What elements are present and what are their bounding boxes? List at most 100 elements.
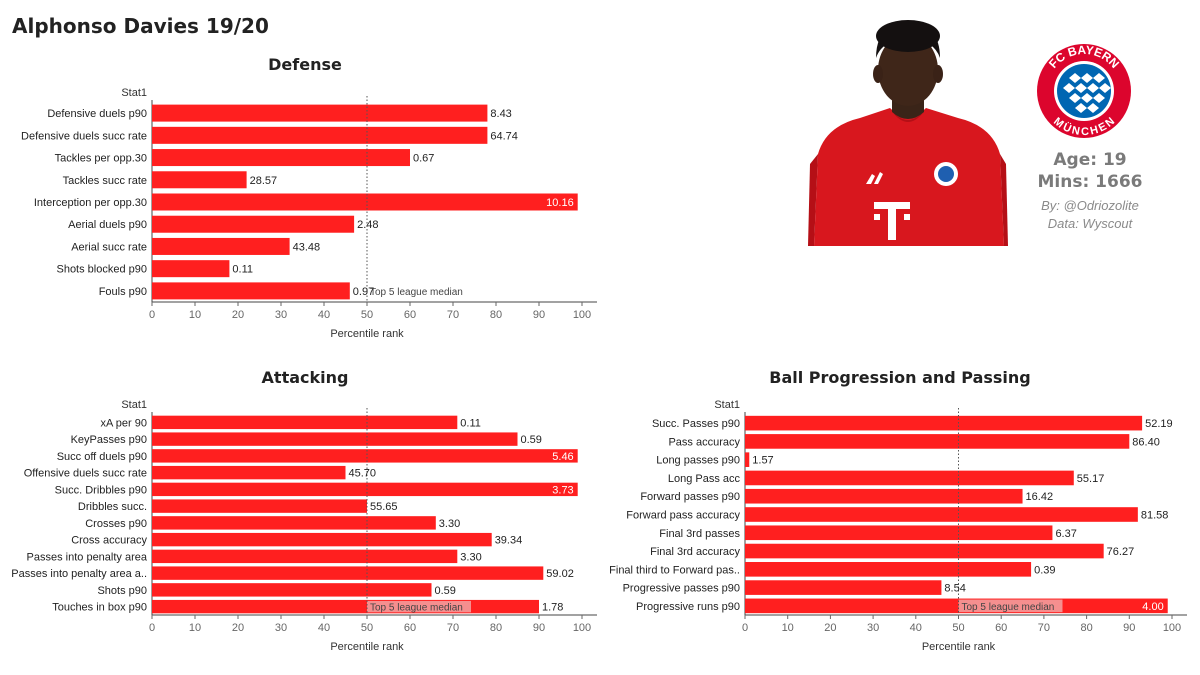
bar bbox=[152, 260, 230, 278]
bar bbox=[152, 599, 539, 614]
x-tick-label: 60 bbox=[404, 309, 416, 321]
data-label: 43.48 bbox=[293, 241, 321, 253]
x-tick-label: 10 bbox=[189, 309, 201, 321]
category-label: xA per 90 bbox=[101, 417, 147, 429]
bavaria-diamonds bbox=[1063, 73, 1111, 113]
data-label: 0.97 bbox=[353, 286, 374, 298]
category-label: Forward pass accuracy bbox=[626, 510, 740, 522]
age-label: Age: 19 bbox=[1053, 150, 1127, 170]
bar bbox=[152, 237, 290, 255]
x-tick-label: 10 bbox=[782, 622, 794, 634]
category-label: Cross accuracy bbox=[71, 535, 147, 547]
x-axis-label: Percentile rank bbox=[922, 641, 996, 653]
bar bbox=[152, 149, 410, 167]
data-label: 81.58 bbox=[1141, 510, 1169, 522]
bar bbox=[745, 452, 750, 467]
category-label: Succ. Passes p90 bbox=[652, 418, 740, 430]
bar bbox=[152, 282, 350, 300]
x-tick-label: 90 bbox=[533, 622, 545, 634]
x-tick-label: 50 bbox=[361, 309, 373, 321]
data-label: 55.65 bbox=[370, 501, 398, 513]
category-label: Tackles succ rate bbox=[63, 175, 147, 187]
category-label: Succ off duels p90 bbox=[57, 451, 147, 463]
x-tick-label: 30 bbox=[275, 622, 287, 634]
x-tick-label: 90 bbox=[1123, 622, 1135, 634]
data-label: 16.42 bbox=[1026, 491, 1054, 503]
category-label: Touches in box p90 bbox=[52, 602, 147, 614]
x-tick-label: 20 bbox=[232, 622, 244, 634]
bar bbox=[152, 104, 488, 122]
bar bbox=[745, 507, 1138, 522]
ball-progression-panel: Ball Progression and Passing Stat1 0 10 20 3… bbox=[600, 368, 1200, 668]
bar bbox=[152, 549, 458, 564]
category-label: KeyPasses p90 bbox=[71, 434, 147, 446]
median-label: Top 5 league median bbox=[370, 603, 463, 614]
x-axis-label: Percentile rank bbox=[330, 328, 404, 340]
bar bbox=[745, 543, 1104, 559]
x-tick-label: 80 bbox=[1080, 622, 1092, 634]
data-label: 76.27 bbox=[1107, 546, 1135, 558]
bar bbox=[152, 482, 578, 497]
defense-panel: Defense Stat1 0 10 20 30 40 50 60 70 80 90 100 Perce… bbox=[0, 55, 610, 355]
category-label: Dribbles succ. bbox=[78, 501, 147, 513]
data-label: 5.46 bbox=[552, 451, 573, 463]
bar bbox=[152, 465, 346, 480]
ball-progression-title: Ball Progression and Passing bbox=[769, 368, 1031, 387]
data-label: 52.19 bbox=[1145, 418, 1173, 430]
x-tick-label: 80 bbox=[490, 622, 502, 634]
category-label: Long passes p90 bbox=[656, 455, 740, 467]
category-label: Aerial duels p90 bbox=[68, 219, 147, 231]
data-label: 3.73 bbox=[552, 484, 573, 496]
data-label: 0.11 bbox=[460, 417, 481, 429]
x-tick-label: 70 bbox=[447, 309, 459, 321]
x-tick-label: 0 bbox=[149, 309, 155, 321]
data-label: 1.57 bbox=[752, 455, 773, 467]
data-label: 45.70 bbox=[349, 468, 377, 480]
x-tick-label: 100 bbox=[573, 622, 591, 634]
category-label: Pass accuracy bbox=[668, 436, 740, 448]
data-label: 55.17 bbox=[1077, 473, 1105, 485]
category-label: Shots blocked p90 bbox=[56, 264, 147, 276]
bar bbox=[745, 415, 1143, 431]
attacking-panel: Attacking Stat1 0 10 20 30 40 50 60 70 80 90 100 Per… bbox=[0, 368, 610, 668]
bar bbox=[152, 583, 432, 597]
category-label: Forward passes p90 bbox=[640, 491, 740, 503]
category-label: Crosses p90 bbox=[85, 518, 147, 530]
attacking-chart: Stat1 0 10 20 30 40 50 60 70 80 90 100 Percentile ra… bbox=[11, 399, 597, 653]
data-label: 3.30 bbox=[460, 551, 481, 563]
category-label: Offensive duels succ rate bbox=[24, 468, 147, 480]
median-label: Top 5 league median bbox=[370, 287, 463, 298]
bar bbox=[152, 126, 488, 144]
bar bbox=[152, 432, 518, 446]
bar bbox=[745, 470, 1074, 486]
club-logo: FC BAYERN MÜNCHEN bbox=[1033, 40, 1135, 142]
byline: By: @Odriozolite bbox=[1041, 198, 1139, 213]
x-tick-label: 50 bbox=[361, 622, 373, 634]
bar bbox=[745, 488, 1023, 504]
data-label: 6.37 bbox=[1055, 528, 1076, 540]
x-tick-label: 70 bbox=[1038, 622, 1050, 634]
category-label: Final third to Forward pas.. bbox=[609, 564, 740, 576]
attacking-title: Attacking bbox=[261, 368, 349, 387]
data-label: 64.74 bbox=[490, 130, 518, 142]
x-tick-label: 50 bbox=[952, 622, 964, 634]
category-label: Final 3rd passes bbox=[659, 528, 740, 540]
bar bbox=[152, 171, 247, 189]
bar bbox=[152, 499, 367, 513]
category-label: Aerial succ rate bbox=[71, 241, 147, 253]
data-label: 0.39 bbox=[1034, 564, 1055, 576]
bar bbox=[152, 193, 578, 211]
data-source: Data: Wyscout bbox=[1047, 216, 1133, 231]
data-label: 0.11 bbox=[232, 264, 253, 276]
x-tick-label: 30 bbox=[867, 622, 879, 634]
x-tick-label: 20 bbox=[232, 309, 244, 321]
x-axis-label: Percentile rank bbox=[330, 641, 404, 653]
row-header: Stat1 bbox=[121, 87, 147, 99]
category-label: Final 3rd accuracy bbox=[650, 546, 740, 558]
bar bbox=[152, 532, 492, 547]
x-tick-label: 80 bbox=[490, 309, 502, 321]
data-label: 0.67 bbox=[413, 153, 434, 165]
category-label: Progressive runs p90 bbox=[636, 601, 740, 613]
defense-title: Defense bbox=[268, 55, 342, 74]
category-label: Shots p90 bbox=[97, 585, 147, 597]
